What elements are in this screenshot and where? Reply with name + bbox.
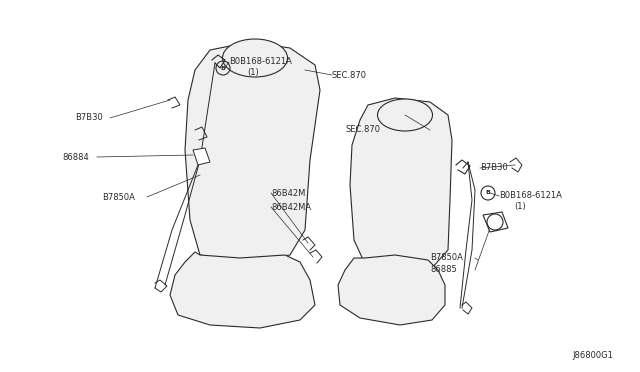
Polygon shape bbox=[350, 98, 452, 272]
Text: B: B bbox=[486, 190, 490, 196]
Polygon shape bbox=[170, 252, 315, 328]
Text: (1): (1) bbox=[247, 68, 259, 77]
Text: B7850A: B7850A bbox=[102, 192, 135, 202]
Text: B0B168-6121A: B0B168-6121A bbox=[499, 192, 562, 201]
Polygon shape bbox=[185, 42, 320, 262]
Ellipse shape bbox=[223, 39, 287, 77]
Text: B7850A: B7850A bbox=[430, 253, 463, 263]
Text: B7B30: B7B30 bbox=[75, 113, 103, 122]
Text: 86B42M: 86B42M bbox=[271, 189, 305, 198]
Text: SEC.870: SEC.870 bbox=[345, 125, 380, 135]
Polygon shape bbox=[338, 255, 445, 325]
Text: J86800G1: J86800G1 bbox=[572, 350, 613, 359]
Text: (1): (1) bbox=[514, 202, 525, 212]
Text: B7B30: B7B30 bbox=[480, 164, 508, 173]
Text: 86884: 86884 bbox=[62, 153, 89, 161]
Ellipse shape bbox=[378, 99, 433, 131]
Text: SEC.870: SEC.870 bbox=[332, 71, 367, 80]
Text: B: B bbox=[221, 65, 225, 71]
Text: 86885: 86885 bbox=[430, 266, 457, 275]
Text: B0B168-6121A: B0B168-6121A bbox=[229, 58, 292, 67]
Polygon shape bbox=[193, 148, 210, 165]
Text: 86B42MA: 86B42MA bbox=[271, 202, 311, 212]
Polygon shape bbox=[483, 212, 508, 232]
